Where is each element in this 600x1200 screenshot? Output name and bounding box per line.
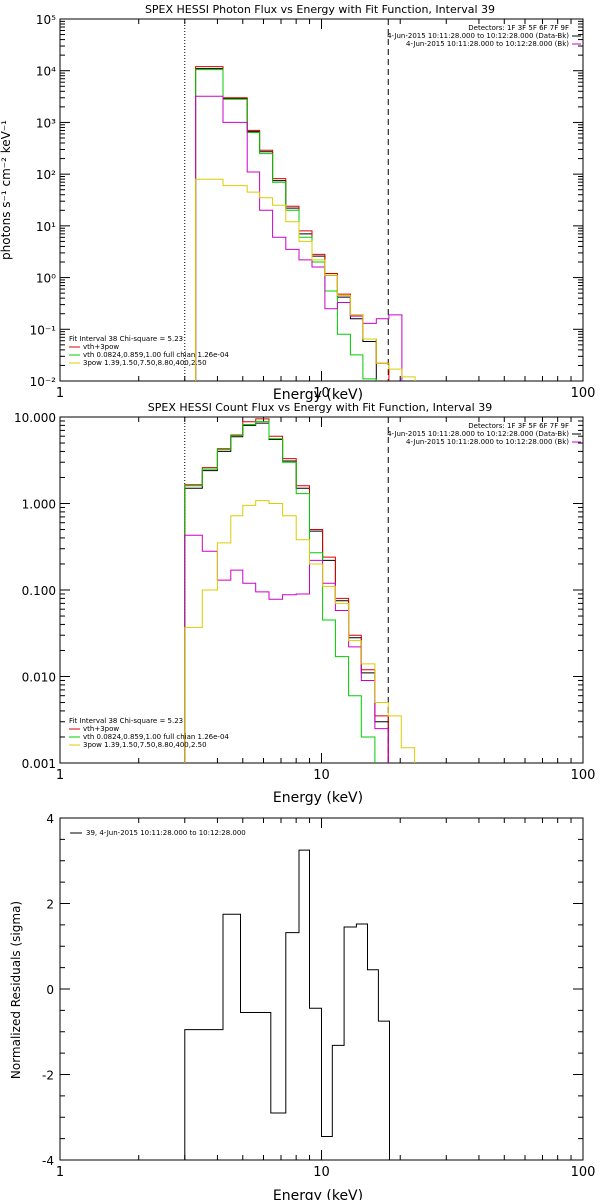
series-3-step-line — [195, 95, 403, 381]
y-tick-label: 10² — [36, 168, 56, 182]
series-0-step-line — [184, 849, 390, 1160]
y-tick-label: 10.000 — [14, 411, 56, 425]
y-tick-label: 4 — [46, 812, 54, 826]
y-tick-label: 10¹ — [36, 220, 56, 234]
series-1-step-line — [184, 418, 389, 763]
residuals-ylabel: Normalized Residuals (sigma) — [9, 901, 23, 1079]
y-tick-label: -2 — [42, 1069, 54, 1083]
y-tick-label: 10⁻¹ — [30, 323, 57, 337]
legend-bottomleft-text: Fit Interval 38 Chi-square = 5.23 — [69, 717, 183, 725]
y-tick-label: 0.001 — [22, 757, 56, 771]
legend-topright-text: 4-Jun-2015 10:11:28.000 to 10:12:28.000 … — [406, 438, 569, 446]
x-tick-label: 10 — [313, 386, 330, 401]
count-flux-panel: SPEX HESSI Count Flux vs Energy with Fit… — [14, 401, 595, 806]
residuals-panel: Normalized Residuals (sigma) Energy (keV… — [9, 812, 595, 1200]
count-flux-xlabel: Energy (keV) — [273, 790, 363, 806]
photon-flux-xlabel: Energy (keV) — [273, 387, 363, 403]
y-tick-label: 10⁵ — [36, 13, 56, 27]
legend-topright-text: Detectors: 1F 3F 5F 6F 7F 9F — [468, 24, 569, 32]
y-tick-label: 2 — [46, 898, 54, 912]
photon-flux-panel: SPEX HESSI Photon Flux vs Energy with Fi… — [0, 3, 595, 403]
x-tick-label: 1 — [56, 386, 64, 401]
series-3-step-line — [184, 534, 389, 763]
y-tick-label: 10⁰ — [36, 272, 56, 286]
x-tick-label: 1 — [56, 1165, 64, 1180]
legend-topleft-text: 39, 4-Jun-2015 10:11:28.000 to 10:12:28.… — [86, 829, 246, 837]
legend-bottomleft-text: vth+3pow — [83, 725, 119, 733]
series-2-step-line — [195, 69, 377, 381]
legend-bottomleft-text: 3pow 1.39,1.50,7.50,8.80,400,2.50 — [83, 359, 207, 367]
y-tick-label: 0.100 — [22, 584, 56, 598]
series-4-step-line — [195, 178, 416, 381]
legend-bottomleft-text: 3pow 1.39,1.50,7.50,8.80,400,2.50 — [83, 741, 207, 749]
legend-topright-text: Detectors: 1F 3F 5F 6F 7F 9F — [468, 422, 569, 430]
y-tick-label: 10⁻² — [30, 375, 57, 389]
count-flux-title: SPEX HESSI Count Flux vs Energy with Fit… — [148, 401, 492, 414]
legend-bottomleft-text: vth 0.0824,0.859,1.00 full chian 1.26e-0… — [83, 733, 229, 741]
legend-topright-text: 4-Jun-2015 10:11:28.000 to 10:12:28.000 … — [387, 430, 569, 438]
series-0-step-line — [184, 422, 389, 763]
legend-topright-text: 4-Jun-2015 10:11:28.000 to 10:12:28.000 … — [387, 32, 569, 40]
legend-topright-text: 4-Jun-2015 10:11:28.000 to 10:12:28.000 … — [406, 40, 569, 48]
x-tick-label: 100 — [571, 386, 596, 401]
x-tick-label: 1 — [56, 768, 64, 783]
y-tick-label: -4 — [42, 1154, 54, 1168]
x-tick-label: 100 — [571, 1165, 596, 1180]
legend-bottomleft-text: vth 0.0824,0.859,1.00 full chian 1.26e-0… — [83, 351, 229, 359]
y-tick-label: 10⁴ — [36, 65, 56, 79]
x-tick-label: 10 — [313, 1165, 330, 1180]
y-tick-label: 10³ — [36, 116, 56, 130]
y-tick-label: 1.000 — [22, 498, 56, 512]
y-tick-label: 0.010 — [22, 671, 56, 685]
legend-bottomleft-text: Fit Interval 38 Chi-square = 5.23 — [69, 335, 183, 343]
photon-flux-ylabel: photons s⁻¹ cm⁻² keV⁻¹ — [0, 120, 13, 260]
legend-bottomleft-text: vth+3pow — [83, 343, 119, 351]
photon-flux-title: SPEX HESSI Photon Flux vs Energy with Fi… — [145, 3, 495, 16]
residuals-xlabel: Energy (keV) — [273, 1188, 363, 1200]
series-2-step-line — [184, 420, 376, 763]
y-tick-label: 0 — [46, 983, 54, 997]
series-4-step-line — [184, 500, 416, 763]
x-tick-label: 100 — [571, 768, 596, 783]
x-tick-label: 10 — [313, 768, 330, 783]
